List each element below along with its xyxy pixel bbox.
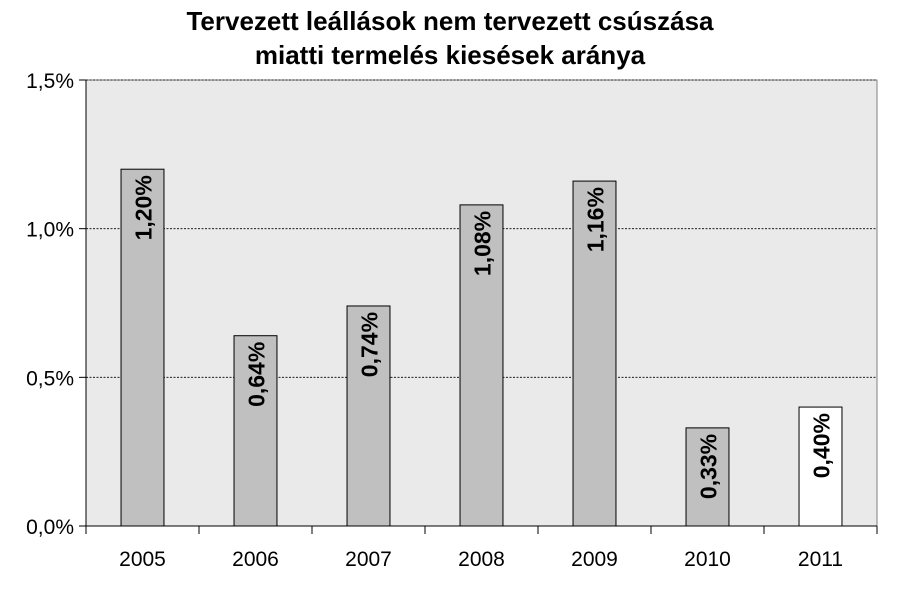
data-label: 0,40% [809, 413, 835, 478]
data-label: 1,08% [470, 211, 496, 276]
data-label: 0,64% [244, 342, 270, 407]
chart-title-line-1: Tervezett leállások nem tervezett csúszá… [186, 6, 714, 36]
bar [572, 180, 617, 527]
bar [120, 168, 165, 527]
bar [685, 427, 730, 527]
data-label: 0,33% [696, 434, 722, 499]
bar [459, 204, 504, 527]
y-tick-label: 0,0% [26, 516, 74, 539]
data-label: 1,16% [583, 187, 609, 252]
x-tick-label: 2009 [571, 548, 618, 571]
x-tick-label: 2010 [684, 548, 731, 571]
bar [346, 305, 391, 527]
x-tick-label: 2008 [458, 548, 505, 571]
data-label: 0,74% [357, 312, 383, 377]
x-tick-label: 2007 [345, 548, 392, 571]
y-tick-label: 1,5% [26, 70, 74, 93]
x-tick-label: 2005 [119, 548, 166, 571]
y-tick-label: 0,5% [26, 367, 74, 390]
bar [798, 406, 843, 527]
x-tick-label: 2006 [232, 548, 279, 571]
x-tick-label: 2011 [798, 548, 843, 571]
chart-title-line-2: miatti termelés kiesések aránya [254, 40, 646, 70]
chart-title: Tervezett leállások nem tervezett csúszá… [0, 4, 900, 72]
bar [233, 335, 278, 527]
y-tick-label: 1,0% [26, 219, 74, 242]
data-label: 1,20% [131, 175, 157, 240]
